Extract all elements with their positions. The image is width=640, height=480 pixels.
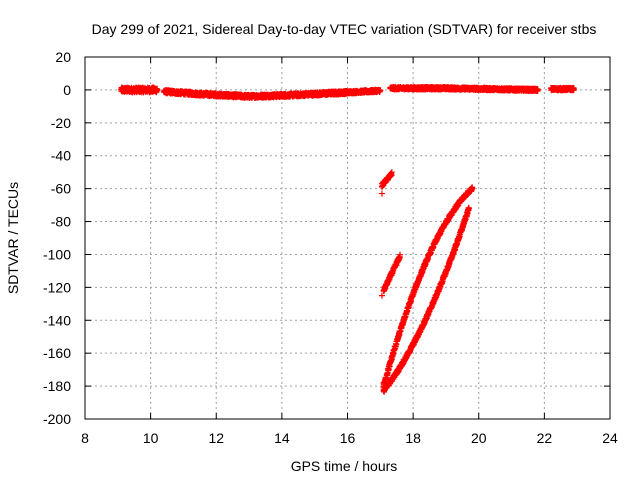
y-tick-label: 20 xyxy=(55,49,71,65)
data-point-marker xyxy=(377,87,384,94)
y-tick-label: -140 xyxy=(43,312,71,328)
data-markers xyxy=(118,84,577,395)
x-tick-label: 12 xyxy=(208,430,224,446)
y-tick-label: -180 xyxy=(43,378,71,394)
data-point-marker xyxy=(469,184,476,191)
y-tick-label: -80 xyxy=(51,214,71,230)
y-axis: 20 0 -20 -40 -60 -80 -100 -120 -140 -160 -180 -200 xyxy=(43,49,610,427)
y-tick-label: -20 xyxy=(51,115,71,131)
x-axis-label: GPS time / hours xyxy=(291,458,398,474)
x-tick-label: 20 xyxy=(471,430,487,446)
y-tick-label: 0 xyxy=(63,82,71,98)
data-point-marker xyxy=(378,292,385,299)
x-tick-label: 18 xyxy=(405,430,421,446)
y-tick-label: -60 xyxy=(51,181,71,197)
x-axis: 8 10 12 14 16 18 20 22 24 xyxy=(81,57,618,446)
data-point-marker xyxy=(378,190,385,197)
y-tick-label: -160 xyxy=(43,345,71,361)
data-point-marker xyxy=(570,85,577,92)
chart-title: Day 299 of 2021, Sidereal Day-to-day VTE… xyxy=(92,21,597,37)
data-point-marker xyxy=(534,86,541,93)
x-tick-label: 16 xyxy=(340,430,356,446)
data-point-marker xyxy=(388,169,395,176)
x-tick-label: 14 xyxy=(274,430,290,446)
y-axis-label: SDTVAR / TECUs xyxy=(5,182,21,294)
x-tick-label: 22 xyxy=(537,430,553,446)
x-tick-label: 24 xyxy=(602,430,618,446)
x-tick-label: 8 xyxy=(81,430,89,446)
y-tick-label: -40 xyxy=(51,148,71,164)
y-tick-label: -200 xyxy=(43,411,71,427)
data-point-marker xyxy=(380,379,387,386)
series-markers xyxy=(118,84,577,395)
y-tick-label: -120 xyxy=(43,279,71,295)
grid xyxy=(85,57,610,419)
data-point-marker xyxy=(397,251,403,258)
x-tick-label: 10 xyxy=(143,430,159,446)
data-point-marker xyxy=(154,85,161,92)
data-point-marker xyxy=(465,205,472,212)
y-tick-label: -100 xyxy=(43,246,71,262)
